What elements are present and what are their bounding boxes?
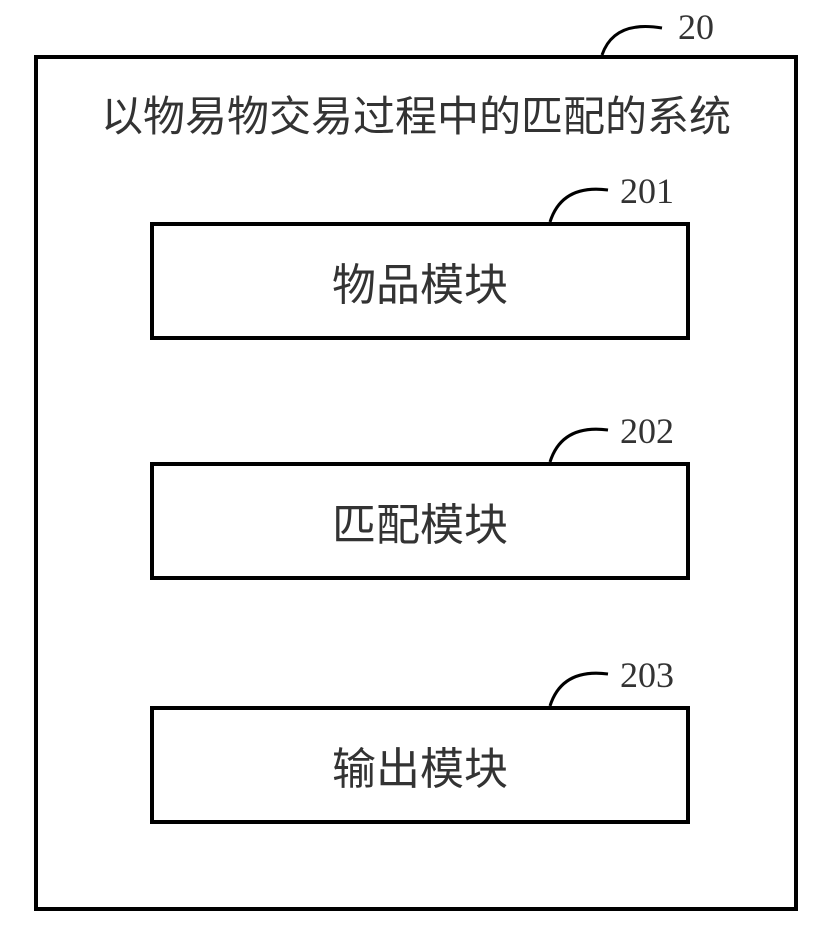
output-module-leader-line bbox=[0, 0, 838, 934]
diagram-canvas: 以物易物交易过程中的匹配的系统 20 物品模块 201 匹配模块 202 输出模… bbox=[0, 0, 838, 934]
